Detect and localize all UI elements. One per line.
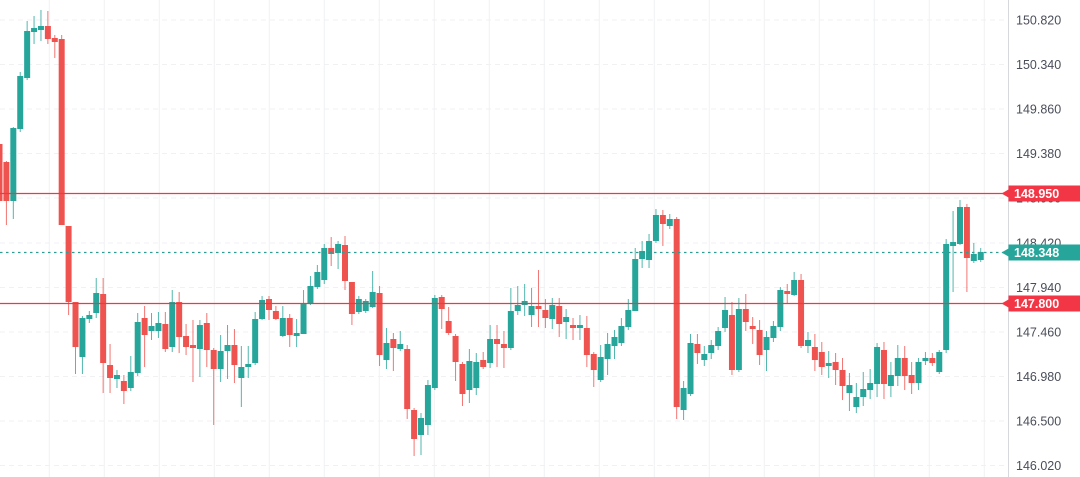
svg-text:147.940: 147.940 <box>1016 281 1061 295</box>
svg-text:149.860: 149.860 <box>1016 102 1061 116</box>
svg-text:146.500: 146.500 <box>1016 414 1061 428</box>
svg-text:149.380: 149.380 <box>1016 147 1061 161</box>
svg-text:148.348: 148.348 <box>1014 246 1059 260</box>
svg-text:147.800: 147.800 <box>1014 297 1059 311</box>
svg-text:150.340: 150.340 <box>1016 58 1061 72</box>
svg-text:148.950: 148.950 <box>1014 187 1059 201</box>
svg-text:147.460: 147.460 <box>1016 325 1061 339</box>
svg-text:146.020: 146.020 <box>1016 459 1061 473</box>
svg-text:146.980: 146.980 <box>1016 370 1061 384</box>
svg-text:150.820: 150.820 <box>1016 13 1061 27</box>
